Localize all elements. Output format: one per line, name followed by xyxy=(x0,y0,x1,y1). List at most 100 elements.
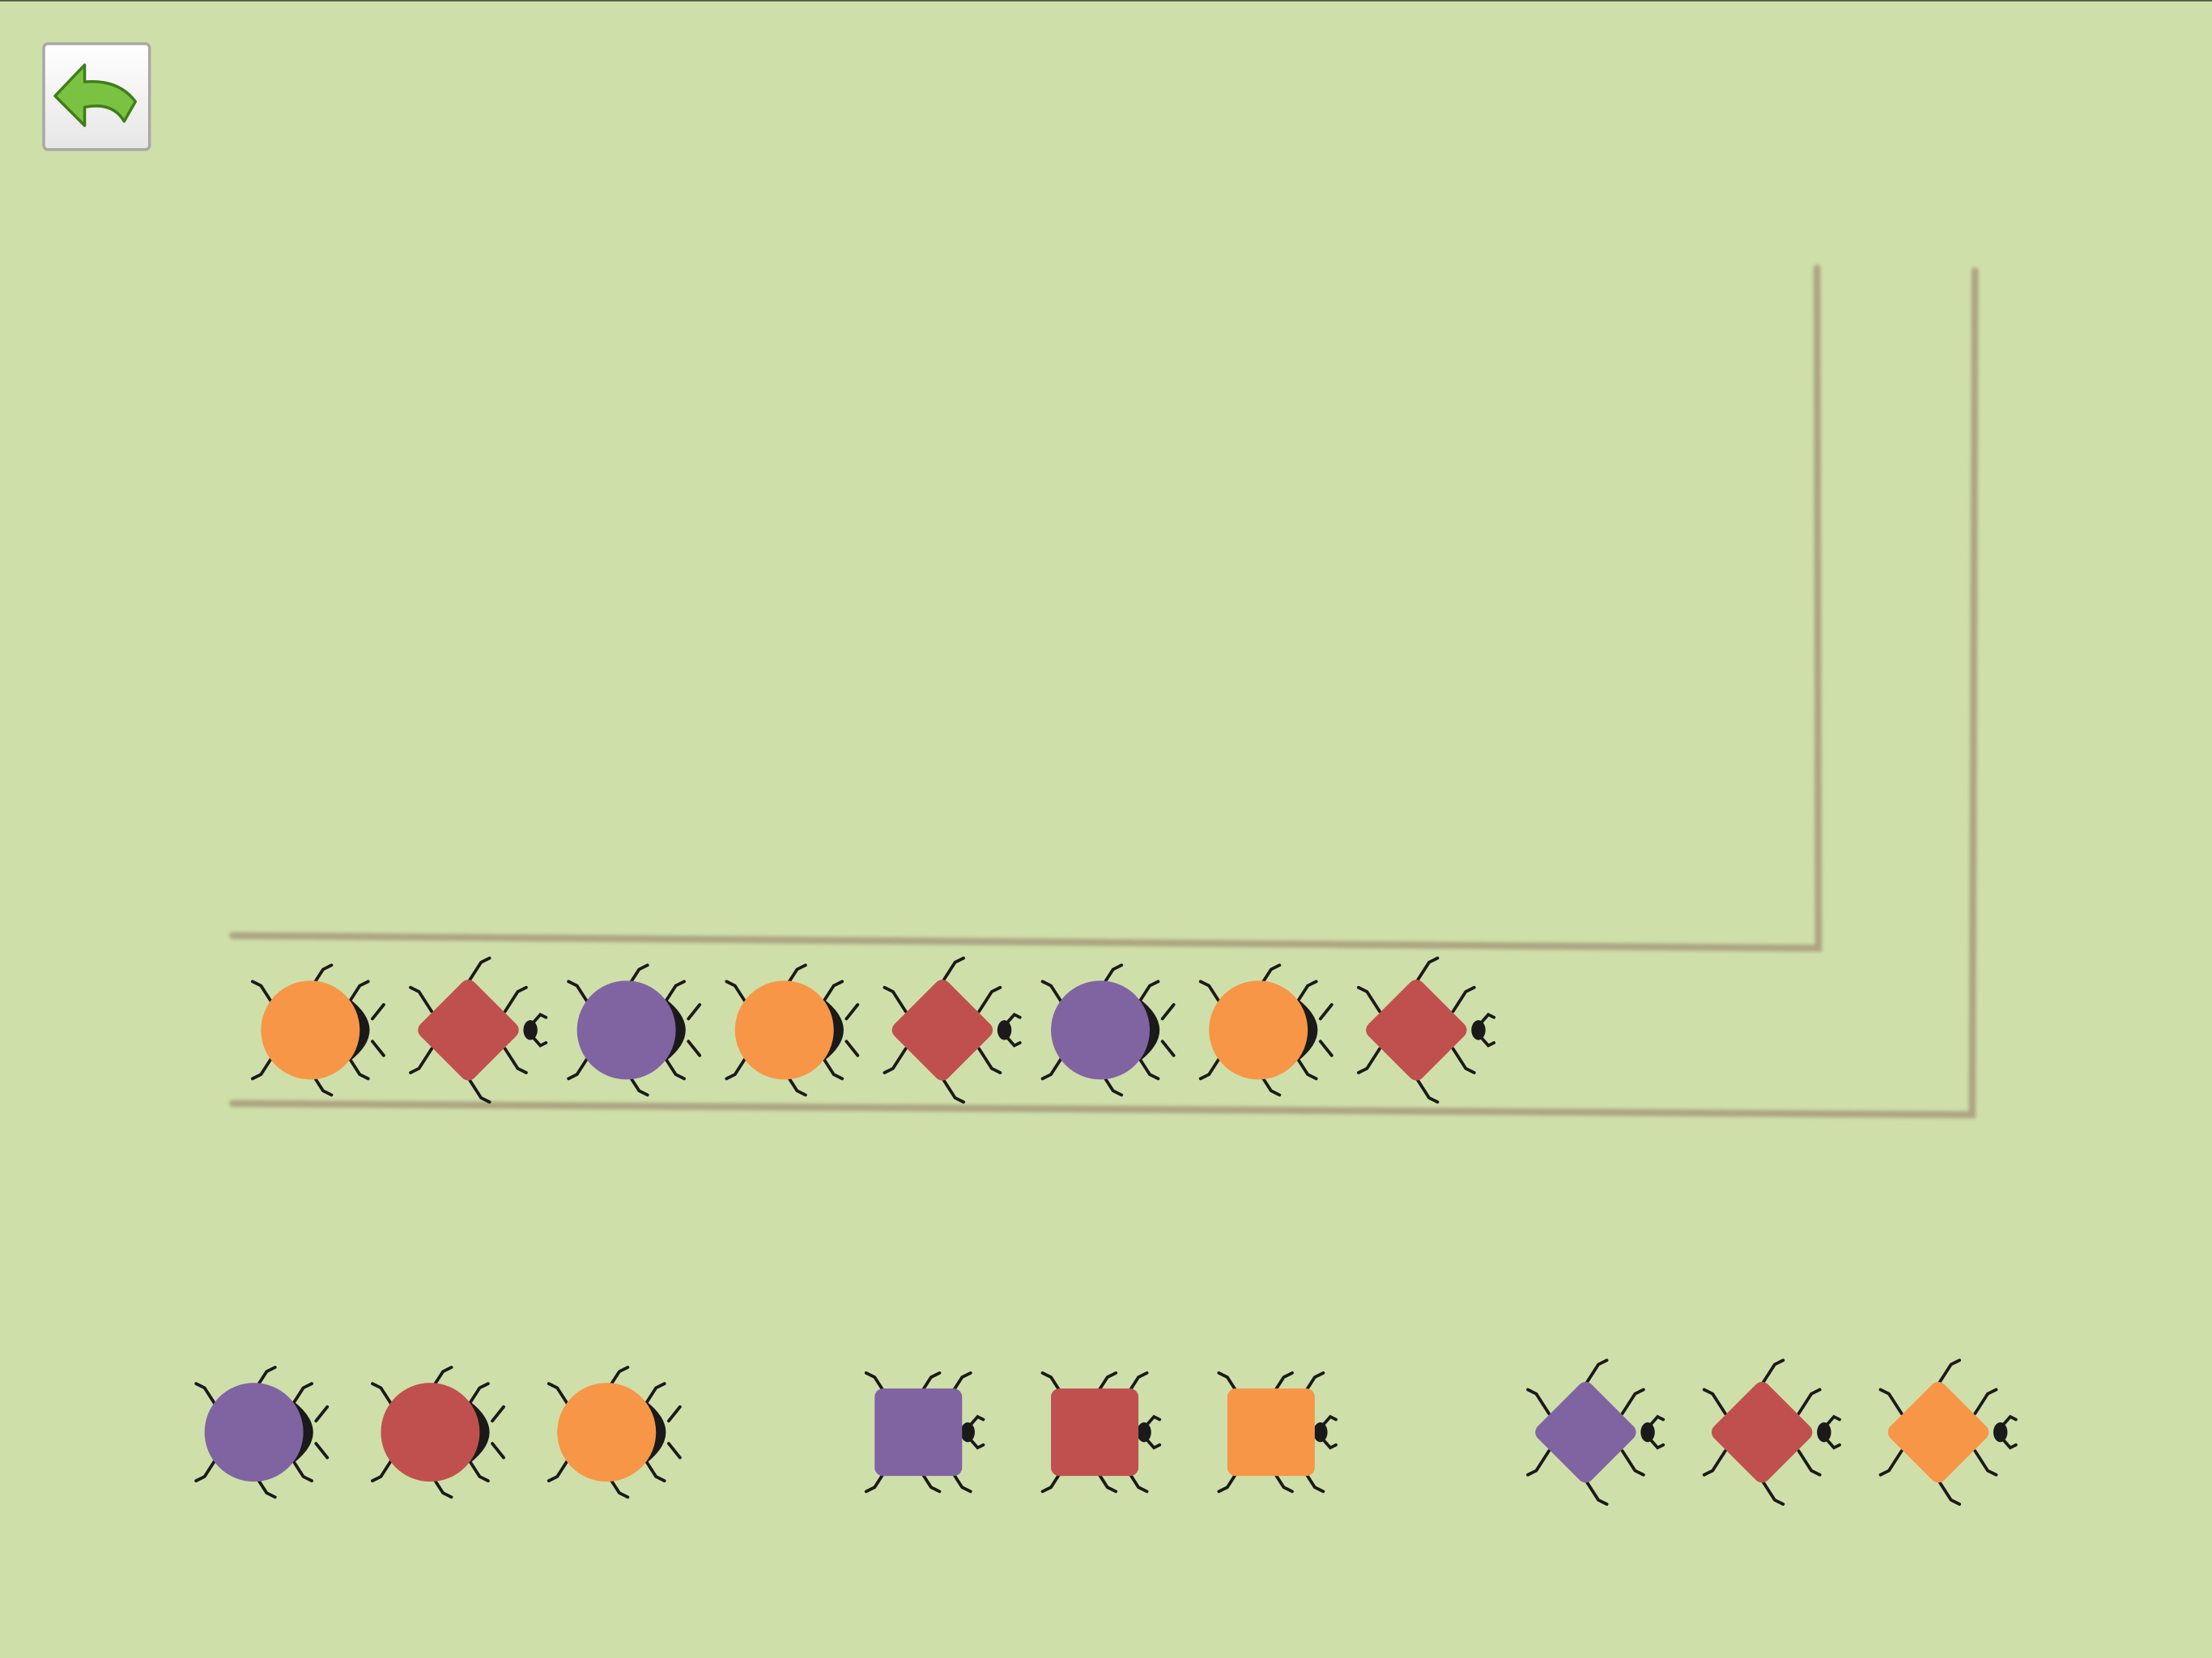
bug-head[interactable] xyxy=(1137,1422,1151,1443)
bug-square[interactable] xyxy=(1040,1371,1162,1494)
bug-square[interactable] xyxy=(864,1371,985,1494)
bug-leg[interactable] xyxy=(1937,1358,1962,1386)
bug-leg xyxy=(1414,1076,1440,1104)
bug-head[interactable] xyxy=(1640,1422,1655,1443)
bug-leg xyxy=(1198,1052,1223,1081)
bug-leg[interactable] xyxy=(641,1455,666,1483)
bug-head[interactable] xyxy=(1313,1422,1328,1443)
bug-leg[interactable] xyxy=(194,1455,219,1483)
bug-body[interactable] xyxy=(1227,1388,1315,1477)
bug-antenna xyxy=(1318,1003,1334,1057)
bug-leg xyxy=(503,985,528,1014)
bug-antenna[interactable] xyxy=(666,1405,682,1460)
bug-diamond[interactable] xyxy=(1526,1358,1665,1506)
back-arrow-icon[interactable] xyxy=(53,63,138,127)
bug-antenna xyxy=(371,1003,385,1057)
bug-body[interactable] xyxy=(557,1383,657,1482)
bug-leg xyxy=(1451,1047,1476,1074)
bug-leg[interactable] xyxy=(1878,1388,1904,1416)
bug-leg[interactable] xyxy=(1620,1388,1645,1416)
bug-leg[interactable] xyxy=(547,1455,572,1483)
bug-body[interactable] xyxy=(204,1383,304,1482)
bug-leg[interactable] xyxy=(641,1382,666,1409)
bug-leg[interactable] xyxy=(547,1382,572,1409)
palette-bugs xyxy=(194,1358,2018,1506)
bug-antenna xyxy=(687,1003,702,1057)
track-inner-wall xyxy=(229,264,1823,952)
bug-diamond[interactable] xyxy=(1702,1358,1841,1506)
bug-body xyxy=(1366,980,1467,1081)
back-button[interactable] xyxy=(42,42,151,151)
bug-antenna[interactable] xyxy=(314,1405,330,1460)
bug-leg xyxy=(883,985,908,1014)
bug-antenna[interactable] xyxy=(491,1405,505,1460)
bug-leg[interactable] xyxy=(1620,1449,1645,1477)
bug-leg xyxy=(409,1047,434,1074)
bug-diamond xyxy=(1356,956,1496,1104)
bug-leg[interactable] xyxy=(1937,1478,1962,1506)
bug-circle xyxy=(725,963,860,1097)
bug-leg[interactable] xyxy=(1973,1449,1998,1477)
bug-leg xyxy=(725,1052,750,1081)
bug-leg[interactable] xyxy=(1878,1449,1904,1477)
bug-leg[interactable] xyxy=(194,1382,219,1409)
bug-leg xyxy=(503,1047,528,1074)
bug-circle xyxy=(250,963,385,1097)
bug-diamond[interactable] xyxy=(1878,1358,2018,1506)
bug-body[interactable] xyxy=(1708,1379,1816,1486)
bug-circle xyxy=(1198,963,1334,1097)
bug-head[interactable] xyxy=(1993,1422,2008,1443)
bug-head xyxy=(523,1020,538,1040)
bug-leg xyxy=(1356,1047,1381,1074)
bug-leg xyxy=(940,956,965,984)
bug-leg[interactable] xyxy=(465,1382,490,1409)
bug-circle[interactable] xyxy=(547,1366,682,1499)
bug-leg xyxy=(466,1076,491,1104)
bug-leg[interactable] xyxy=(1702,1449,1727,1477)
bug-leg[interactable] xyxy=(1797,1449,1822,1477)
bug-leg[interactable] xyxy=(465,1455,490,1483)
bug-leg xyxy=(940,1076,965,1104)
bug-leg[interactable] xyxy=(1760,1358,1785,1386)
bug-leg xyxy=(567,1052,592,1081)
bug-leg xyxy=(977,1047,1002,1074)
bug-leg[interactable] xyxy=(1584,1358,1609,1386)
bug-leg xyxy=(819,980,844,1007)
bug-leg xyxy=(1414,956,1440,984)
bug-leg[interactable] xyxy=(1797,1388,1822,1416)
bug-circle xyxy=(1040,963,1176,1097)
bug-leg[interactable] xyxy=(1973,1388,1998,1416)
bug-leg xyxy=(466,956,491,984)
bug-leg[interactable] xyxy=(1526,1449,1551,1477)
bug-head[interactable] xyxy=(1817,1422,1831,1443)
bug-body[interactable] xyxy=(874,1388,963,1477)
bug-leg[interactable] xyxy=(1702,1388,1727,1416)
bug-leg xyxy=(1135,1052,1160,1081)
bug-leg[interactable] xyxy=(371,1455,396,1483)
bug-leg[interactable] xyxy=(1526,1388,1551,1416)
bug-leg xyxy=(250,1052,275,1081)
bug-body[interactable] xyxy=(381,1383,480,1482)
bug-leg[interactable] xyxy=(1760,1478,1785,1506)
bug-leg xyxy=(661,1052,686,1081)
bug-antenna xyxy=(844,1003,860,1057)
bug-leg xyxy=(250,980,275,1007)
bug-leg xyxy=(1356,985,1381,1014)
bug-leg[interactable] xyxy=(371,1382,396,1409)
bug-body[interactable] xyxy=(1532,1379,1640,1486)
bug-body xyxy=(734,980,834,1080)
bug-leg xyxy=(725,980,750,1007)
bug-diamond xyxy=(883,956,1022,1104)
bug-leg[interactable] xyxy=(289,1382,313,1409)
bug-diamond xyxy=(409,956,548,1104)
bug-circle[interactable] xyxy=(371,1366,505,1499)
track xyxy=(229,264,1979,1119)
bug-leg[interactable] xyxy=(289,1455,313,1483)
bug-body[interactable] xyxy=(1884,1379,1992,1486)
bug-head[interactable] xyxy=(960,1422,975,1443)
bug-body[interactable] xyxy=(1051,1388,1139,1477)
bug-circle[interactable] xyxy=(194,1366,330,1499)
bug-square[interactable] xyxy=(1217,1371,1338,1494)
bug-leg[interactable] xyxy=(1584,1478,1609,1506)
